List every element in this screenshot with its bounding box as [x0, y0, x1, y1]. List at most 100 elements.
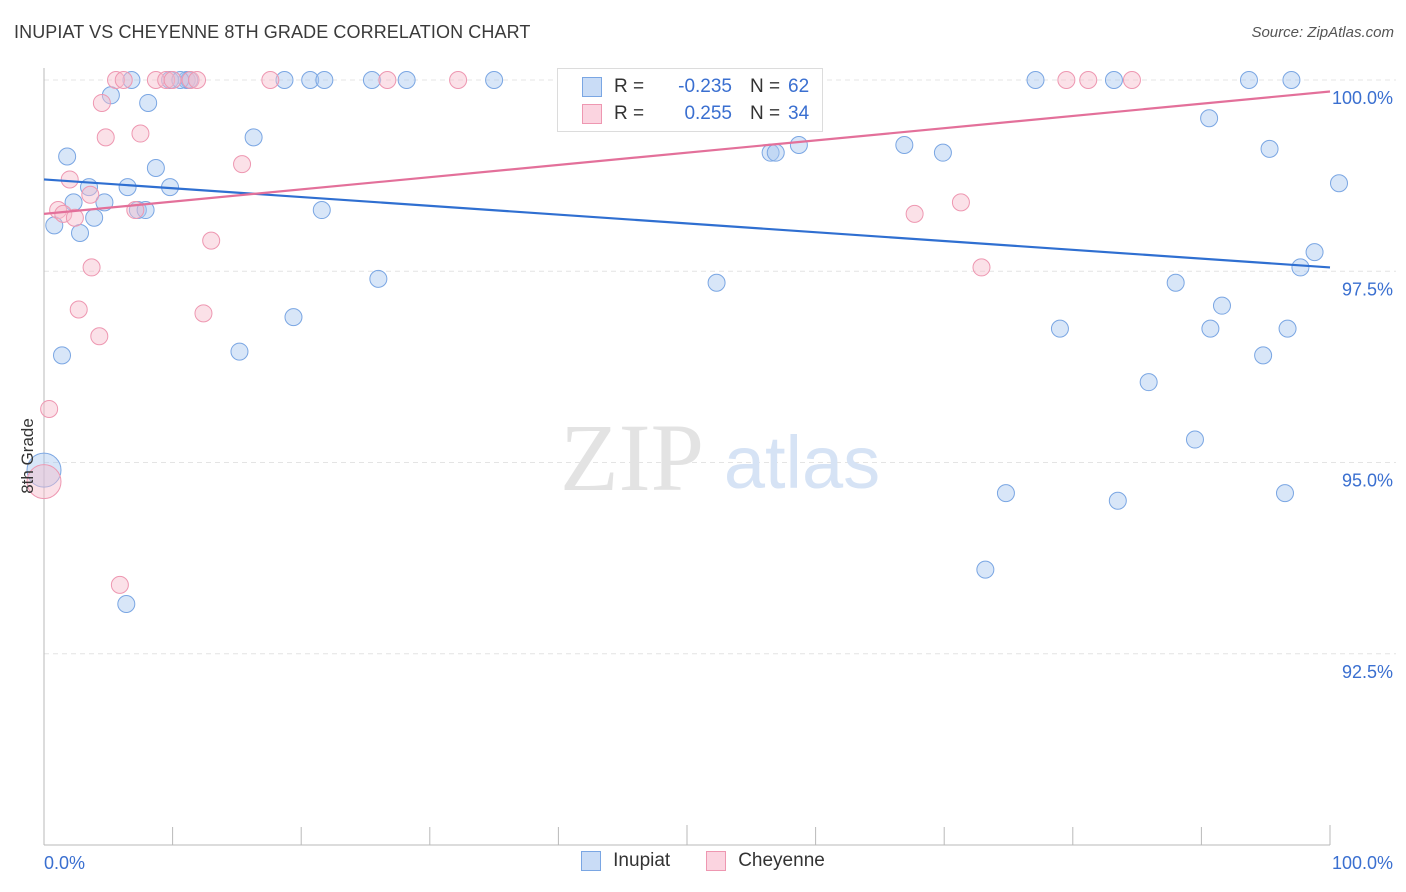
inupiat-point: [369, 269, 388, 288]
y-tick-label: 95.0%: [1342, 471, 1393, 491]
axes: 100.0% 97.5% 95.0% 92.5% 0.0% 100.0%: [43, 68, 1393, 873]
inupiat-point: [1291, 258, 1310, 277]
cheyenne-point: [96, 128, 115, 147]
inupiat-point: [122, 71, 141, 89]
series-inupiat: [26, 71, 1349, 614]
cheyenne-point: [261, 71, 280, 89]
stats-row-inupiat: R = -0.235 N = 62: [582, 75, 809, 99]
inupiat-legend-swatch: [581, 851, 602, 871]
inupiat-point: [284, 308, 303, 327]
watermark-zip: ZIP: [560, 404, 704, 511]
inupiat-point: [275, 71, 294, 89]
inupiat-point: [315, 71, 334, 89]
inupiat-point: [996, 484, 1015, 503]
inupiat-point: [1278, 319, 1297, 338]
inupiat-point: [26, 452, 62, 488]
cheyenne-point: [378, 71, 397, 89]
cheyenne-point: [107, 71, 126, 89]
cheyenne-point: [1057, 71, 1076, 89]
inupiat-point: [976, 560, 995, 579]
cheyenne-point: [131, 124, 150, 143]
legend-item-cheyenne[interactable]: Cheyenne: [706, 850, 825, 872]
inupiat-point: [1108, 491, 1127, 510]
r-value: -0.235: [678, 76, 732, 97]
cheyenne-point: [163, 71, 182, 89]
inupiat-point: [139, 93, 158, 112]
inupiat-point: [1201, 319, 1220, 338]
inupiat-point: [53, 346, 72, 365]
cheyenne-point: [951, 193, 970, 212]
cheyenne-point: [60, 170, 79, 189]
series-cheyenne: [26, 71, 1141, 594]
inupiat-point: [397, 71, 416, 89]
cheyenne-point: [202, 231, 221, 250]
y-tick-label: 100.0%: [1332, 88, 1393, 108]
inupiat-point: [118, 178, 137, 197]
y-axis-label: 8th Grade: [18, 418, 37, 494]
inupiat-point: [766, 143, 785, 162]
cheyenne-point: [110, 575, 129, 594]
inupiat-point: [1239, 71, 1258, 89]
legend-item-inupiat[interactable]: Inupiat: [581, 850, 670, 872]
cheyenne-swatch: [582, 104, 602, 124]
cheyenne-point: [194, 304, 213, 323]
x-tick-label: 100.0%: [1332, 853, 1393, 873]
inupiat-point: [895, 136, 914, 155]
inupiat-point: [1050, 319, 1069, 338]
inupiat-point: [485, 71, 504, 89]
source-credit: Source: ZipAtlas.com: [1251, 24, 1394, 41]
legend-label-cheyenne: Cheyenne: [738, 850, 825, 871]
inupiat-point: [301, 71, 320, 89]
inupiat-swatch: [582, 77, 602, 97]
inupiat-point: [1104, 71, 1123, 89]
inupiat-point: [789, 136, 808, 155]
inupiat-point: [1212, 296, 1231, 315]
r-label: R =: [614, 76, 645, 97]
inupiat-point: [85, 208, 104, 227]
chart-title: INUPIAT VS CHEYENNE 8TH GRADE CORRELATIO…: [14, 22, 531, 42]
legend-label-inupiat: Inupiat: [613, 850, 671, 871]
cheyenne-point: [1079, 71, 1098, 89]
cheyenne-point: [188, 71, 207, 89]
stats-row-cheyenne: R = 0.255 N = 34: [582, 102, 809, 126]
inupiat-point: [1305, 243, 1324, 262]
cheyenne-point: [81, 185, 100, 204]
cheyenne-point: [972, 258, 991, 277]
cheyenne-point: [26, 464, 62, 500]
y-tick-label: 92.5%: [1342, 662, 1393, 682]
cheyenne-point: [181, 71, 200, 89]
inupiat-point: [146, 158, 165, 177]
inupiat-point: [362, 71, 381, 89]
cheyenne-point: [90, 327, 109, 346]
watermark-atlas: atlas: [724, 421, 880, 504]
cheyenne-trend-line: [43, 90, 1331, 215]
cheyenne-point: [69, 300, 88, 319]
inupiat-point: [230, 342, 249, 361]
n-label: N =: [750, 76, 781, 97]
inupiat-point: [1185, 430, 1204, 449]
trend-lines: [43, 90, 1331, 269]
inupiat-point: [136, 201, 155, 220]
cheyenne-point: [233, 155, 252, 174]
series-legend: Inupiat Cheyenne: [0, 850, 1406, 872]
inupiat-point: [1254, 346, 1273, 365]
r-value: 0.255: [684, 103, 732, 124]
inupiat-point: [71, 224, 90, 242]
cheyenne-point: [449, 71, 468, 89]
cheyenne-point: [157, 71, 176, 89]
cheyenne-point: [65, 208, 84, 227]
cheyenne-point: [1122, 71, 1141, 89]
watermark: ZIP atlas: [560, 404, 880, 511]
inupiat-point: [707, 273, 726, 292]
cheyenne-point: [905, 204, 924, 223]
y-tick-label: 97.5%: [1342, 279, 1393, 299]
n-value: 34: [788, 103, 810, 124]
inupiat-point: [1166, 273, 1185, 292]
inupiat-point: [1330, 174, 1349, 193]
cheyenne-point: [114, 71, 133, 89]
n-value: 62: [788, 76, 810, 97]
inupiat-point: [117, 595, 136, 614]
inupiat-point: [1275, 484, 1294, 503]
inupiat-point: [1200, 109, 1219, 128]
inupiat-trend-line: [43, 178, 1331, 269]
